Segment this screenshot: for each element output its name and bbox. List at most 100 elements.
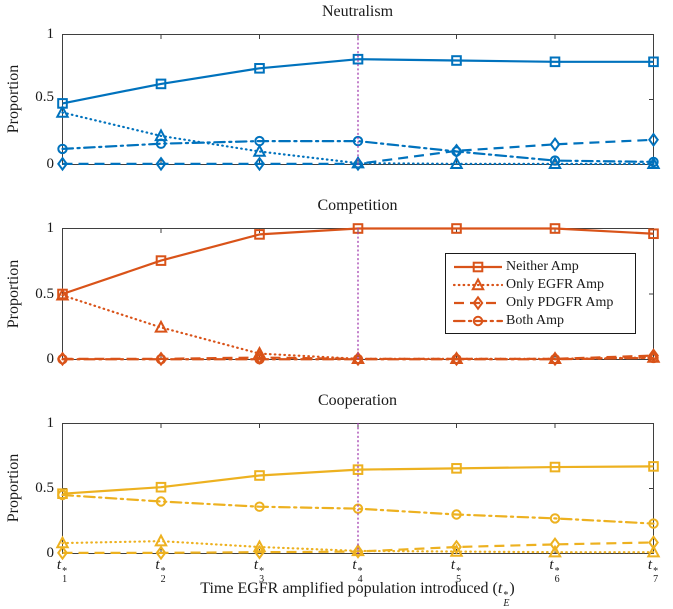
- y-tick-label: 1: [46, 415, 55, 431]
- legend-row-neither-amp: Neither Amp: [446, 258, 635, 276]
- marker-square: [254, 470, 265, 481]
- marker-circle: [155, 138, 167, 149]
- marker-square: [254, 229, 265, 240]
- legend-label: Neither Amp: [506, 259, 579, 274]
- series-line-only-egfr-amp: [61, 111, 655, 165]
- marker-triangle: [449, 156, 464, 170]
- y-tick-label: 1: [46, 220, 55, 236]
- marker-circle: [451, 354, 462, 365]
- marker-circle: [451, 146, 462, 157]
- marker-triangle: [646, 544, 661, 558]
- marker-triangle: [55, 287, 70, 301]
- legend-sample-line-circle: [452, 315, 504, 327]
- marker-diamond: [648, 132, 659, 148]
- marker-circle: [57, 489, 68, 501]
- x-tick-label-t7: t * 7: [647, 557, 659, 585]
- x-tick-label-t5: t * 5: [450, 557, 462, 585]
- series-line-only-pdgfr-amp: [62, 541, 654, 554]
- marker-circle: [155, 496, 167, 507]
- marker-circle: [549, 513, 561, 524]
- legend-row-both-amp: Both Amp: [446, 312, 635, 330]
- x-tick-label-t3: t * 3: [253, 557, 265, 585]
- y-tick-label: 0.5: [35, 480, 54, 496]
- marker-diamond: [254, 544, 265, 560]
- subplot-competition-canvas: [55, 223, 661, 367]
- series-line-both-amp: [61, 493, 655, 525]
- marker-circle: [472, 315, 484, 327]
- marker-circle: [352, 135, 364, 147]
- subplot-neutralism-canvas: [55, 33, 661, 172]
- y-tick-label: 0: [46, 545, 55, 561]
- marker-circle: [648, 518, 659, 529]
- marker-triangle: [252, 143, 267, 157]
- marker-circle: [648, 352, 659, 364]
- x-tick-label-t2: t * 2: [155, 557, 166, 585]
- x-tick-label-t4: t * 4: [352, 557, 363, 585]
- y-tick-label: 0.5: [35, 285, 54, 302]
- marker-diamond: [155, 156, 167, 172]
- marker-circle: [451, 509, 462, 520]
- marker-diamond: [549, 537, 561, 552]
- legend-label: Only PDGFR Amp: [506, 295, 614, 310]
- marker-circle: [57, 143, 68, 155]
- legend-sample-line-triangle: [452, 277, 504, 291]
- marker-square: [155, 255, 167, 266]
- marker-square: [549, 461, 561, 473]
- marker-square: [648, 56, 659, 68]
- marker-triangle: [548, 544, 562, 558]
- marker-triangle: [471, 277, 485, 291]
- marker-diamond: [549, 136, 561, 152]
- marker-triangle: [449, 543, 464, 557]
- marker-diamond: [57, 156, 68, 172]
- marker-circle: [254, 501, 265, 512]
- marker-circle: [549, 155, 561, 166]
- marker-diamond: [472, 295, 484, 311]
- marker-circle: [57, 354, 68, 365]
- legend-label: Only EGFR Amp: [506, 277, 605, 292]
- y-tick-label: 0.5: [35, 89, 54, 105]
- subplot-title-cooperation: Cooperation: [317, 392, 398, 409]
- subplot-title-neutralism: Neutralism: [321, 3, 394, 20]
- series-line-both-amp: [61, 356, 655, 361]
- marker-triangle: [55, 104, 70, 118]
- marker-circle: [352, 503, 364, 514]
- marker-circle: [254, 354, 265, 365]
- marker-square: [155, 481, 167, 493]
- marker-diamond: [352, 156, 364, 172]
- marker-triangle: [154, 533, 168, 547]
- marker-square: [648, 228, 659, 240]
- x-tick-label-t1: t * 1: [56, 557, 68, 585]
- y-axis-label-1: Proportion: [5, 64, 22, 134]
- y-tick-label: 0: [46, 351, 55, 367]
- marker-triangle: [646, 156, 661, 170]
- marker-diamond: [254, 156, 265, 172]
- y-axis-label-2: Proportion: [5, 259, 22, 328]
- subplot-title-competition: Competition: [317, 197, 398, 214]
- legend-sample-line-diamond: [454, 295, 502, 311]
- subplot-cooperation-canvas: [55, 422, 661, 561]
- marker-square: [648, 461, 659, 472]
- marker-circle: [648, 156, 659, 168]
- marker-square: [451, 223, 462, 234]
- marker-circle: [549, 354, 561, 365]
- marker-square: [352, 464, 364, 475]
- marker-square: [254, 63, 265, 74]
- marker-diamond: [451, 539, 462, 555]
- legend: Neither Amp Only EGFR Amp Only PDGFR Amp…: [445, 253, 636, 334]
- marker-circle: [254, 135, 265, 147]
- marker-square: [549, 56, 561, 68]
- marker-square: [549, 223, 561, 234]
- series-line-neither-amp: [62, 465, 654, 495]
- marker-square: [472, 261, 484, 273]
- legend-row-only-egfr-amp: Only EGFR Amp: [446, 276, 635, 294]
- marker-circle: [155, 354, 167, 365]
- marker-square: [451, 55, 462, 66]
- marker-square: [451, 463, 462, 474]
- marker-diamond: [155, 545, 167, 561]
- marker-diamond: [57, 545, 68, 561]
- y-tick-label: 0: [46, 156, 55, 172]
- marker-square: [155, 78, 167, 90]
- marker-diamond: [648, 535, 659, 550]
- legend-label: Both Amp: [506, 313, 564, 328]
